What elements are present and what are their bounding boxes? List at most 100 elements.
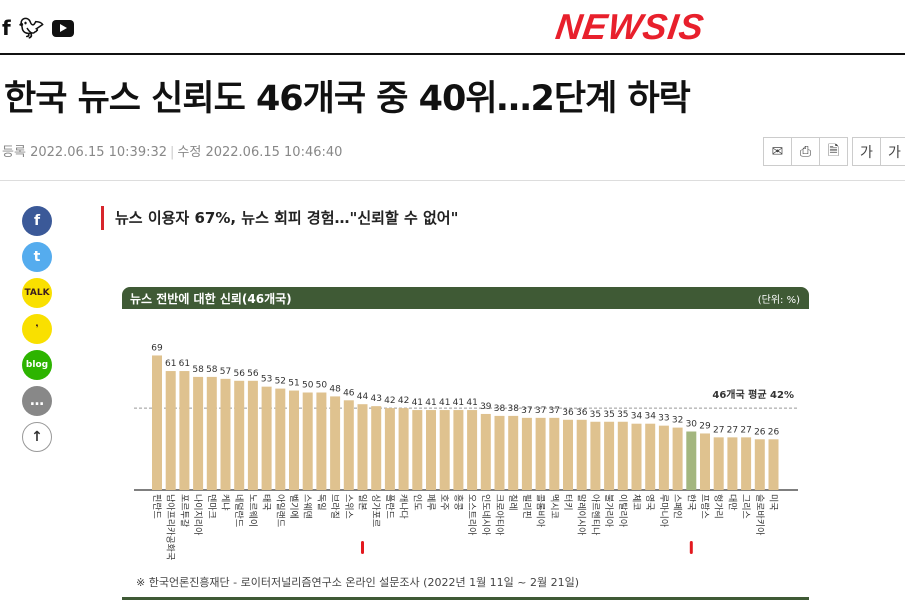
chart-source: ※ 한국언론진흥재단 - 로이터저널리즘연구소 온라인 설문조사 (2022년 … — [136, 576, 580, 589]
bar — [206, 376, 217, 490]
category-label: 브라질 — [329, 494, 341, 519]
share-facebook-icon[interactable]: f — [22, 206, 52, 236]
bar — [604, 421, 615, 490]
data-label: 29 — [699, 421, 711, 431]
bar — [768, 439, 779, 490]
data-label: 27 — [727, 425, 738, 435]
data-label: 37 — [549, 406, 560, 416]
bar — [247, 380, 258, 490]
article-title: 한국 뉴스 신뢰도 46개국 중 40위…2단계 하락 — [4, 79, 691, 119]
print-icon[interactable]: ⎙ — [791, 137, 820, 166]
data-label: 39 — [480, 402, 492, 412]
category-label: 벨기에 — [288, 494, 299, 519]
average-label: 46개국 평균 42% — [712, 388, 794, 401]
category-label: 아일랜드 — [274, 494, 285, 527]
share-blog-icon[interactable]: blog — [22, 350, 52, 380]
category-label: 대만 — [726, 494, 737, 511]
data-label: 37 — [521, 406, 532, 416]
category-label: 싱가포르 — [370, 494, 381, 527]
twitter-icon[interactable]: 🐦︎ — [18, 16, 45, 40]
font-larger-button[interactable]: 가 — [880, 137, 905, 166]
bar — [234, 380, 245, 490]
chart-bottom-rule — [122, 597, 809, 600]
category-label: 태국 — [261, 494, 272, 511]
bar — [686, 431, 697, 490]
category-label: 필리핀 — [521, 494, 533, 519]
category-label: 오스트리아 — [466, 494, 477, 536]
pdf-icon[interactable]: 🗎 — [819, 137, 848, 166]
category-label: 일본 — [357, 494, 368, 511]
bar — [343, 400, 354, 490]
data-label: 44 — [357, 392, 369, 402]
bar — [494, 415, 505, 490]
facebook-icon[interactable]: f — [2, 16, 11, 40]
bar — [645, 423, 656, 490]
data-label: 26 — [768, 427, 780, 437]
bar — [563, 419, 573, 490]
data-label: 41 — [453, 398, 464, 408]
data-label: 58 — [206, 365, 218, 375]
category-label: 노르웨이 — [247, 494, 259, 527]
header-rule — [0, 53, 905, 55]
chart-title: 뉴스 전반에 대한 신뢰(46개국) — [130, 292, 292, 306]
share-top-icon[interactable]: ↑ — [22, 422, 52, 452]
data-label: 50 — [302, 381, 314, 391]
category-label: 터키 — [562, 494, 573, 511]
data-label: 38 — [494, 404, 506, 414]
font-smaller-button[interactable]: 가 — [852, 137, 881, 166]
data-label: 56 — [233, 369, 245, 379]
data-label: 61 — [179, 359, 190, 369]
share-twitter-icon[interactable]: t — [22, 242, 52, 272]
data-label: 36 — [576, 408, 588, 418]
data-label: 57 — [220, 367, 231, 377]
category-label: 핀란드 — [151, 494, 163, 519]
category-label: 호주 — [439, 494, 450, 511]
bar — [316, 392, 327, 490]
data-label: 35 — [590, 410, 601, 420]
bar — [289, 390, 299, 490]
chart-unit: (단위: %) — [757, 295, 800, 306]
category-label: 남아프리카공화국 — [165, 494, 176, 560]
bar — [535, 417, 546, 490]
category-label: 헝가리 — [713, 494, 724, 519]
marker — [689, 541, 693, 554]
youtube-icon[interactable] — [52, 19, 75, 37]
marker — [361, 541, 364, 554]
bar — [165, 371, 176, 490]
bar — [453, 410, 464, 490]
bar — [727, 437, 738, 490]
data-label: 41 — [412, 398, 423, 408]
bar — [275, 388, 286, 490]
bar — [152, 355, 162, 490]
bar — [220, 378, 231, 490]
data-label: 26 — [754, 427, 766, 437]
data-label: 30 — [686, 420, 698, 430]
category-label: 스웨덴 — [302, 494, 314, 519]
share-comment-icon[interactable]: … — [22, 386, 52, 416]
data-label: 37 — [535, 406, 546, 416]
bar — [576, 419, 587, 490]
newsis-logo[interactable]: NEWSIS — [553, 6, 707, 47]
bar — [741, 437, 752, 490]
mail-icon[interactable]: ✉ — [763, 137, 792, 166]
bar — [261, 386, 272, 490]
data-label: 69 — [151, 343, 163, 353]
data-label: 34 — [644, 412, 656, 422]
share-kakaostory-icon[interactable]: ❜ — [22, 314, 52, 344]
bar — [480, 413, 491, 490]
category-label: 이탈리아 — [617, 494, 628, 528]
article-subtitle: 뉴스 이용자 67%, 뉴스 회피 경험…"신뢰할 수 없어" — [101, 206, 458, 230]
category-label: 폴란드 — [384, 494, 396, 519]
category-label: 네덜란드 — [233, 494, 245, 527]
modified-date: 2022.06.15 10:46:40 — [205, 145, 343, 160]
data-label: 42 — [398, 396, 409, 406]
share-kakaotalk-icon[interactable]: TALK — [22, 278, 52, 308]
data-label: 61 — [165, 359, 176, 369]
bar — [713, 437, 724, 490]
category-label: 캐나다 — [398, 494, 409, 520]
bar — [179, 371, 190, 490]
bar — [439, 410, 450, 490]
data-label: 34 — [631, 412, 643, 422]
data-label: 50 — [316, 381, 328, 391]
bar — [590, 421, 601, 490]
